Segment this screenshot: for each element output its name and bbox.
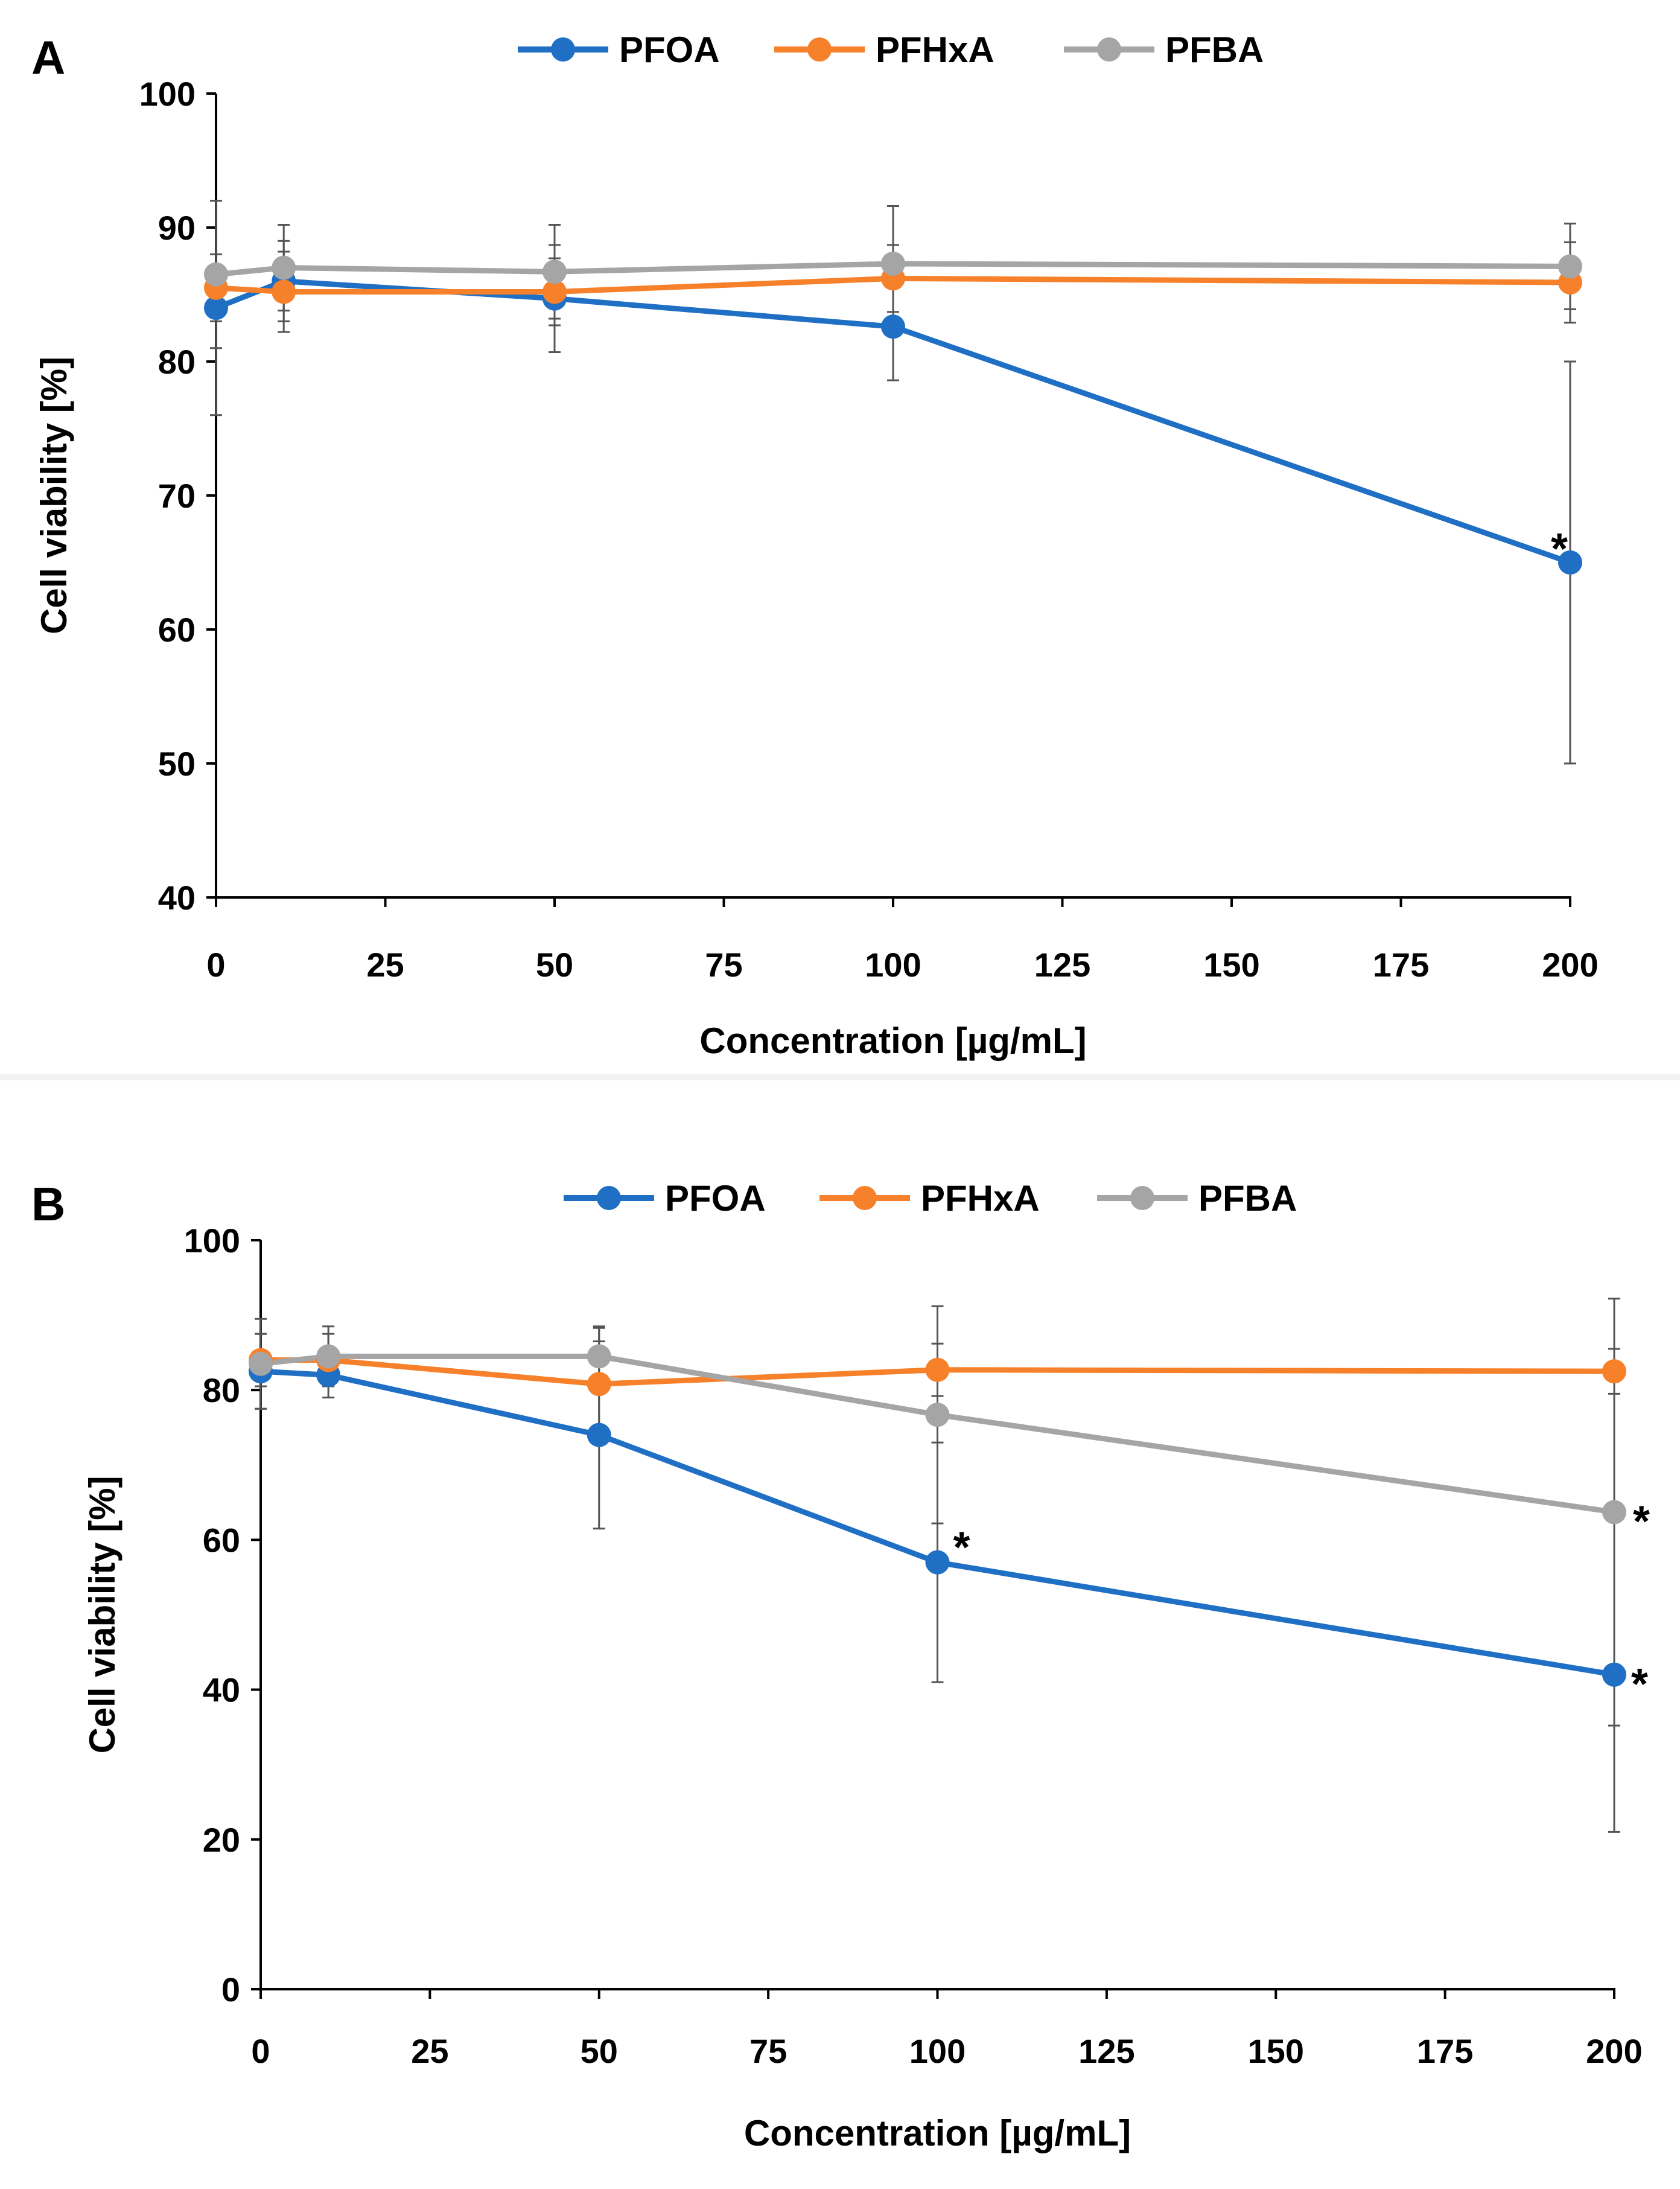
x-tick-label: 125 [1078,2032,1134,2070]
x-tick-label: 100 [865,946,921,984]
data-point-pfhxa [1602,1359,1626,1384]
significance-asterisk: * [1633,1497,1650,1546]
y-tick-label: 100 [184,1222,240,1260]
x-tick-label: 200 [1542,946,1598,984]
data-point-pfba [272,255,296,280]
legend-label-pfba: PFBA [1165,30,1264,70]
data-point-pfoa [587,1423,611,1447]
significance-asterisk: * [1551,525,1568,573]
x-tick-label: 200 [1586,2032,1642,2070]
legend-label-pfoa: PFOA [665,1178,766,1219]
x-tick-label: 25 [411,2032,448,2070]
data-point-pfba [1558,254,1582,279]
data-point-pfhxa [272,279,296,304]
data-point-pfhxa [925,1357,950,1382]
legend-marker-pfoa [551,37,575,62]
x-tick-label: 75 [749,2032,787,2070]
legend-label-pfba: PFBA [1198,1178,1297,1219]
x-tick-label: 100 [909,2032,966,2070]
significance-asterisk: * [1631,1660,1648,1709]
legend-marker-pfba [1097,37,1121,62]
x-tick-label: 175 [1373,946,1429,984]
y-tick-label: 90 [158,209,196,247]
panel-divider [0,1074,1680,1080]
chart-panel-a: A 40 50 60 70 80 90 100 0 25 50 75 100 125 150 175 200 Co… [31,30,1599,1061]
data-point-pfoa [204,296,228,320]
y-tick-label: 40 [158,879,196,917]
x-tick-label: 150 [1203,946,1259,984]
data-point-pfhxa [542,279,567,304]
x-axis-title: Concentration [µg/mL] [744,2113,1131,2153]
y-tick-label: 40 [203,1671,240,1709]
data-point-pfba [925,1403,950,1427]
x-tick-label: 0 [206,946,225,984]
significance-asterisk: * [953,1524,970,1572]
y-axis-title: Cell viability [%] [82,1476,122,1753]
panel-letter: B [31,1177,65,1231]
y-tick-label: 100 [139,75,196,113]
data-point-pfoa [1602,1662,1626,1687]
data-point-pfba [542,260,567,284]
data-point-pfoa [1558,550,1582,575]
data-point-pfba [587,1344,611,1369]
y-tick-label: 80 [203,1371,240,1409]
y-axis-title: Cell viability [%] [34,357,74,634]
panel-letter: A [31,31,65,84]
y-tick-label: 0 [221,1971,240,2009]
data-point-pfoa [925,1550,950,1575]
legend-label-pfhxa: PFHxA [921,1178,1040,1219]
data-point-pfoa [881,314,905,339]
data-point-pfba [1602,1500,1626,1525]
y-tick-label: 60 [203,1521,240,1559]
x-tick-label: 50 [536,946,573,984]
x-tick-label: 25 [366,946,404,984]
y-tick-label: 50 [158,745,196,783]
chart-panel-b: B 0 20 40 60 80 100 0 25 50 75 100 125 150 175 200 Conce… [31,1177,1650,2153]
legend-marker-pfhxa [853,1186,877,1210]
data-point-pfba [881,251,905,276]
x-tick-label: 175 [1417,2032,1473,2070]
data-point-pfhxa [587,1372,611,1397]
legend-marker-pfhxa [807,37,832,62]
y-tick-label: 70 [158,477,196,515]
legend-label-pfhxa: PFHxA [876,30,994,70]
x-tick-label: 75 [705,946,742,984]
y-tick-label: 60 [158,611,196,649]
x-tick-label: 125 [1034,946,1090,984]
x-tick-label: 0 [251,2032,270,2070]
y-tick-label: 20 [203,1821,240,1859]
x-tick-label: 50 [581,2032,618,2070]
legend-marker-pfoa [597,1186,621,1210]
y-tick-label: 80 [158,343,196,381]
legend-label-pfoa: PFOA [619,30,720,70]
legend-marker-pfba [1130,1186,1154,1210]
data-point-pfba [204,262,228,287]
data-point-pfba [249,1351,273,1376]
data-point-pfba [316,1344,341,1369]
x-axis-title: Concentration [µg/mL] [699,1021,1086,1061]
x-tick-label: 150 [1248,2032,1304,2070]
